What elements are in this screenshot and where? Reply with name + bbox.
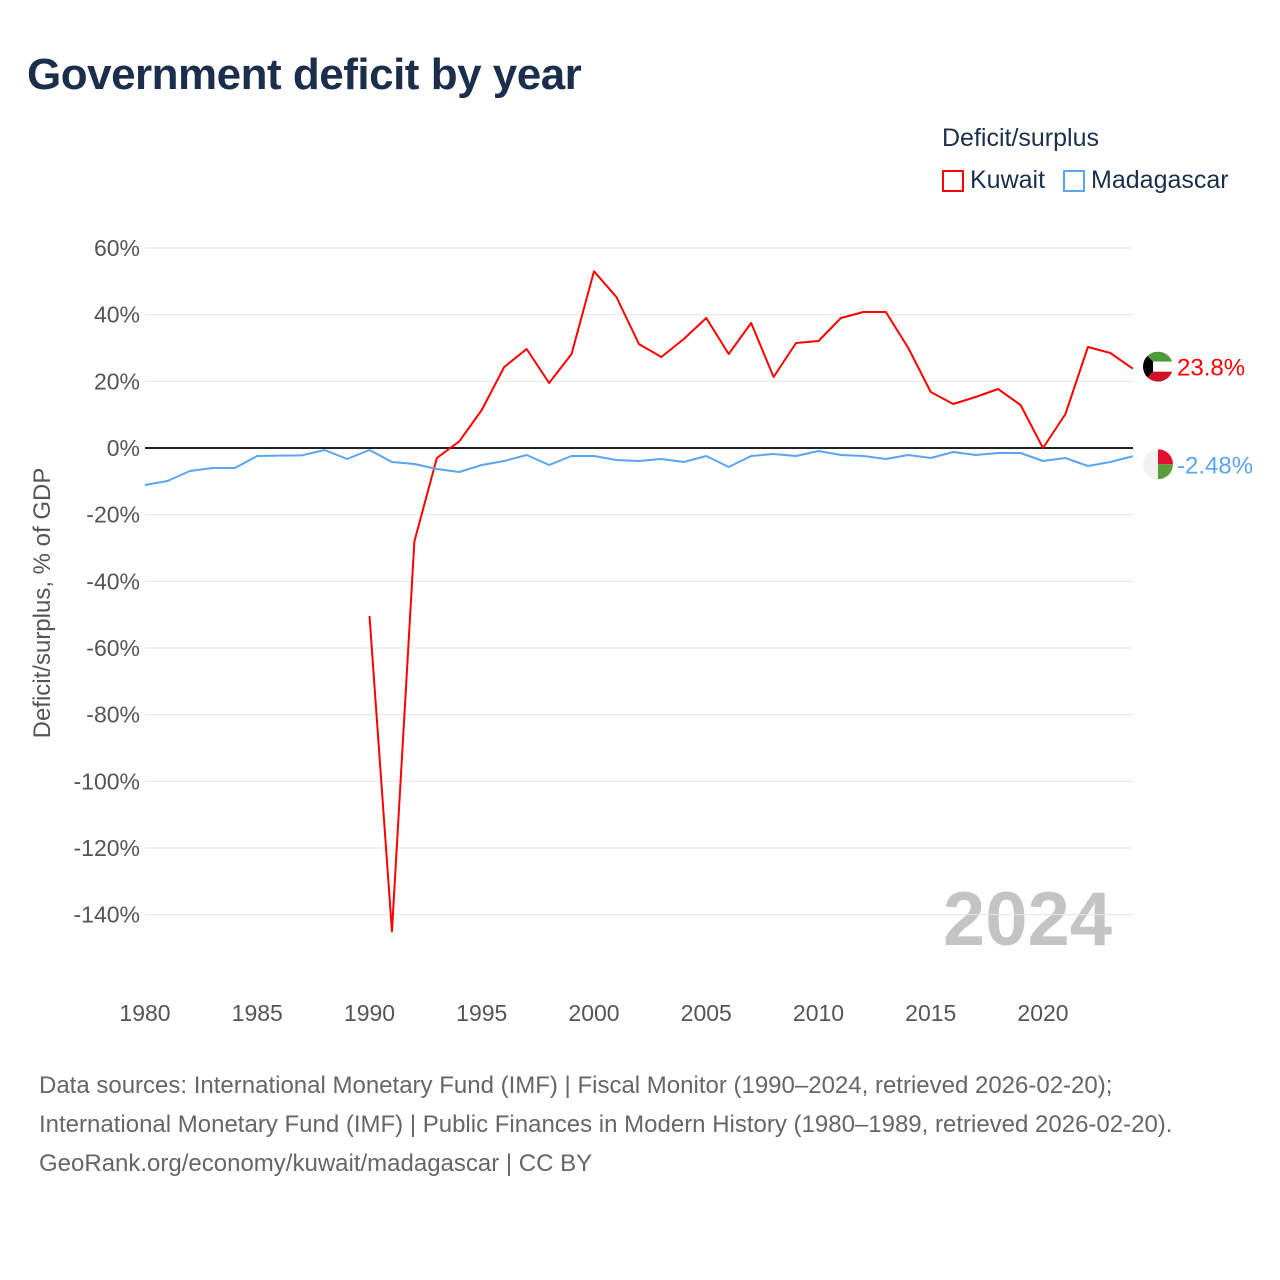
legend-swatch	[1063, 169, 1086, 192]
x-tick-label: 2010	[793, 1000, 844, 1026]
flag	[1143, 449, 1173, 480]
y-tick-label: 0%	[107, 435, 140, 461]
flag-stripe	[1143, 351, 1173, 362]
sources: Data sources: International Monetary Fun…	[39, 1066, 1239, 1183]
y-tick-label: -20%	[86, 502, 140, 528]
legend-item-kuwait[interactable]: Kuwait	[942, 166, 1045, 195]
y-tick-label: 60%	[94, 235, 140, 261]
y-tick-label: -100%	[74, 768, 140, 794]
y-tick-label: -120%	[74, 835, 140, 861]
flag-stripe	[1143, 371, 1173, 382]
flag-trapezoid	[1143, 351, 1153, 382]
x-tick-label: 1985	[232, 1000, 283, 1026]
legend-swatch	[942, 169, 964, 192]
x-tick-label: 1980	[119, 1000, 170, 1026]
end-value-label: 23.8%	[1177, 355, 1245, 382]
y-tick-label: -40%	[86, 568, 140, 594]
y-axis-label: Deficit/surplus, % of GDP	[29, 468, 56, 739]
flag-stripe	[1143, 449, 1158, 480]
flag-stripe	[1158, 464, 1173, 480]
legend: Kuwait Madagascar	[942, 166, 1229, 195]
flag-stripe	[1158, 449, 1173, 465]
x-tick-label: 1990	[344, 1000, 395, 1026]
year-watermark: 2024	[943, 877, 1112, 962]
legend-title: Deficit/surplus	[942, 124, 1099, 152]
x-tick-label: 2020	[1017, 1000, 1068, 1026]
end-value-label: -2.48%	[1177, 452, 1253, 479]
legend-item-madagascar[interactable]: Madagascar	[1063, 166, 1229, 195]
series-line-kuwait	[368, 270, 1134, 933]
flag	[1143, 351, 1173, 382]
y-tick-label: -140%	[74, 902, 140, 928]
madagascar-flag-icon	[1143, 449, 1173, 480]
flag-stripe	[1143, 361, 1173, 372]
x-tick-label: 2015	[905, 1000, 956, 1026]
x-tick-label: 2000	[568, 1000, 619, 1026]
legend-label: Kuwait	[970, 166, 1046, 194]
series-line-madagascar	[144, 449, 1134, 486]
kuwait-flag-icon	[1143, 351, 1173, 382]
y-tick-label: 20%	[94, 368, 140, 394]
chart-title: Government deficit by year	[27, 50, 582, 99]
legend-label: Madagascar	[1091, 166, 1229, 194]
y-tick-label: 40%	[94, 302, 140, 328]
y-tick-label: -80%	[86, 702, 140, 728]
data-sources-text: Data sources: International Monetary Fun…	[39, 1072, 1173, 1138]
attribution-link[interactable]: GeoRank.org/economy/kuwait/madagascar | …	[39, 1150, 593, 1177]
x-tick-label: 1995	[456, 1000, 507, 1026]
x-tick-label: 2005	[681, 1000, 732, 1026]
y-tick-label: -60%	[86, 635, 140, 661]
